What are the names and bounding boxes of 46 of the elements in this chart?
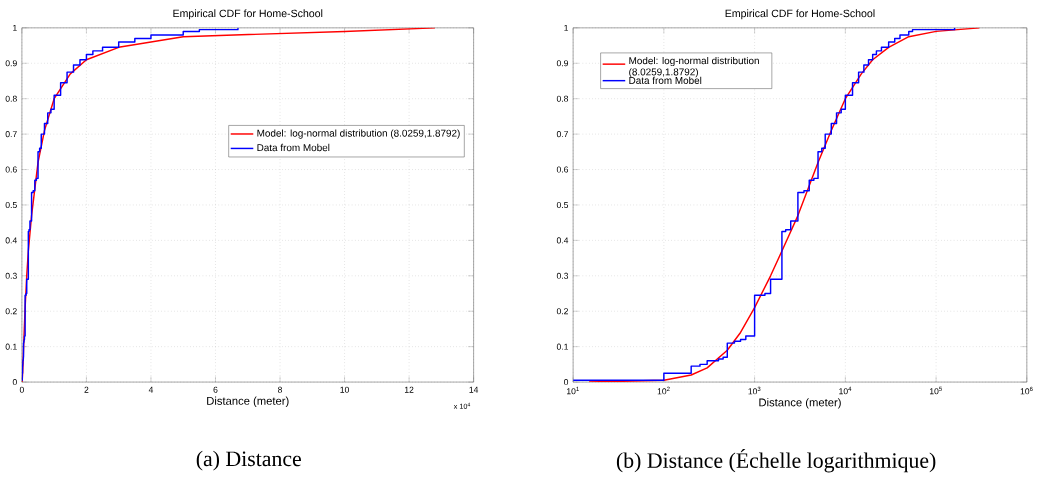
y-tick-label: 0.6 — [5, 166, 17, 173]
y-tick-label: 0.3 — [5, 272, 17, 280]
y-tick-label: 1 — [13, 25, 17, 32]
x-tick-label: 12 — [404, 386, 414, 393]
x-tick-label: 2 — [84, 386, 89, 393]
x-tick-label: 4 — [148, 386, 154, 393]
y-tick-label: 0.7 — [556, 131, 569, 138]
x-tick-label: 0 — [19, 386, 24, 394]
y-tick-label: 0.8 — [556, 95, 569, 102]
x-tick-label: 14 — [469, 386, 479, 393]
chart-title: Empirical CDF for Home-School — [173, 9, 323, 20]
y-tick-label: 0.5 — [556, 202, 569, 209]
text: (a) Distance — [196, 450, 301, 471]
y-tick-label: 0.5 — [5, 202, 17, 209]
x-tick-label: 10$^{2}$ — [657, 386, 670, 395]
y-tick-label: 1 — [564, 25, 569, 32]
y-tick-label: 0.9 — [5, 60, 17, 67]
y-tick-label: 0.1 — [556, 343, 569, 350]
y-tick-label: 0.7 — [5, 131, 17, 138]
y-tick-label: 0.2 — [5, 308, 17, 315]
y-tick-label: 0 — [564, 379, 569, 386]
x-tick-label: 10 — [340, 386, 349, 394]
text: (b) Distance (Échelle logarithmique) — [616, 449, 936, 473]
x-tick-label: 10$^{3}$ — [748, 386, 761, 395]
legend-label: Model: log-normal distribution (8.0259,1.8792) — [257, 129, 460, 139]
x-tick-label: 8 — [278, 386, 283, 394]
x-axis-title: Distance (meter) — [759, 398, 841, 409]
x-tick-label: 6 — [213, 386, 218, 394]
chart-title: Empirical CDF for Home-School — [725, 9, 875, 20]
x-tick-label: 10$^{6}$ — [1020, 386, 1033, 395]
y-tick-label: 0.8 — [5, 95, 17, 102]
legend-label: Data from Mobel — [257, 144, 330, 152]
x-tick-label: 10$^{1}$ — [567, 386, 579, 395]
x-tick-label: 10$^{4}$ — [839, 386, 852, 395]
y-tick-label: 0.6 — [556, 166, 569, 173]
x-tick-label: 10$^{5}$ — [929, 386, 942, 395]
y-tick-label: 0.1 — [5, 343, 17, 350]
y-tick-label: 0.9 — [556, 60, 569, 67]
y-tick-label: 0 — [12, 379, 17, 386]
x-axis-title: Distance (meter) — [207, 396, 289, 408]
legend-label: Data from Mobel — [629, 76, 702, 85]
y-tick-label: 0.2 — [556, 308, 569, 315]
legend-label: Model: log-normal distribution (8.0259,1.8792) — [629, 57, 759, 78]
y-tick-label: 0.4 — [5, 237, 17, 244]
y-tick-label: 0.3 — [556, 272, 569, 280]
y-tick-label: 0.4 — [556, 237, 569, 244]
